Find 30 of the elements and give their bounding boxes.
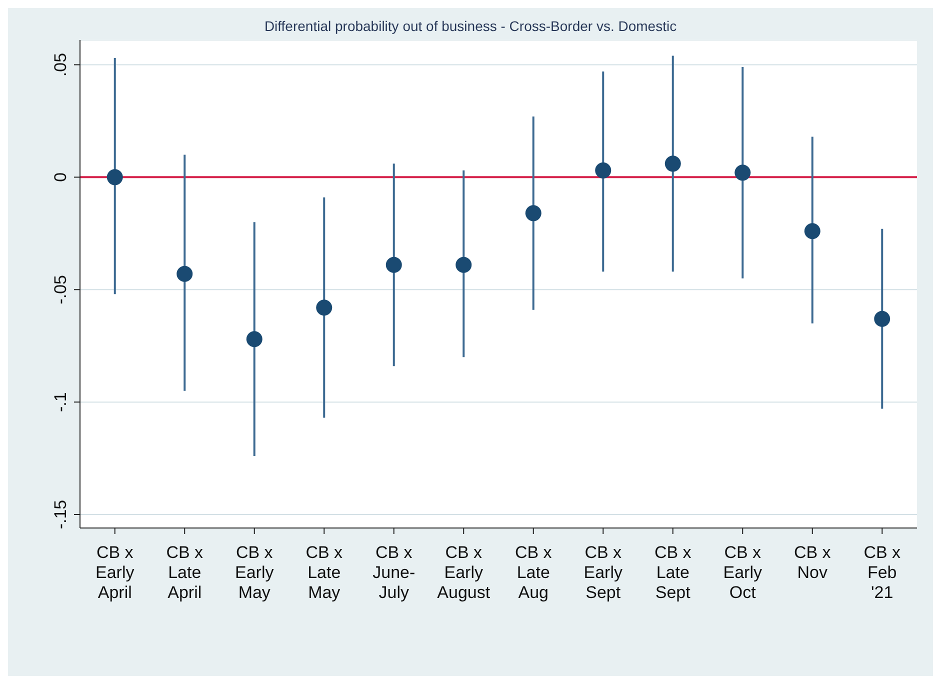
x-tick-label: CB x Early Sept [584,543,623,602]
point [525,205,542,222]
point [246,331,262,348]
x-tick-label: CB x Late April [166,543,204,602]
y-tick-label: -.1 [51,392,70,412]
point [386,256,402,273]
y-tick-label: 0 [51,172,70,182]
x-tick-label: CB x June-July [372,543,416,602]
point [804,223,820,240]
point [664,156,681,172]
point [106,169,123,186]
x-tick-label: CB x Late Aug [514,543,552,602]
point [456,256,472,273]
x-tick-label: CB x Nov [794,543,832,582]
x-tick-label: CB x Early Oct [723,543,762,602]
x-tick-label: CB x Late Sept [654,543,692,602]
x-tick-label: CB x Early May [235,543,274,602]
y-tick-label: -.05 [51,274,70,304]
point [176,266,193,282]
point [316,300,332,316]
y-tick-label: .05 [51,52,70,77]
chart-title: Differential probability out of business - Cross-Border vs. Domestic [263,18,678,34]
x-tick-label: CB x Early August [437,543,490,602]
x-tick-label: CB x Feb '21 [864,543,902,602]
point [595,162,612,178]
x-tick-label: CB x Early April [96,543,135,602]
y-tick-label: -.15 [51,500,70,530]
point [874,310,890,327]
x-tick-label: CB x Late May [306,543,344,602]
point [734,164,751,181]
